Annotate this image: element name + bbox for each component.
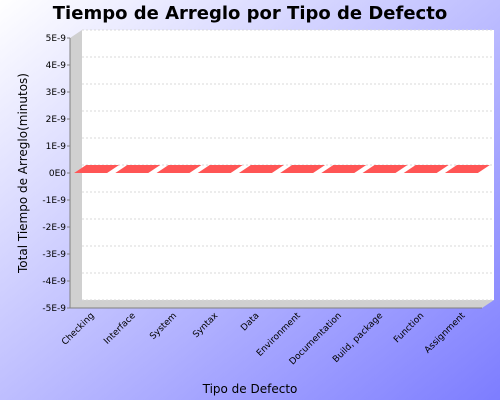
y-tick-label: 2E-9 <box>46 115 67 125</box>
bar-environment <box>280 165 326 173</box>
bar-build-package <box>362 165 408 173</box>
bar-assignment <box>444 165 490 173</box>
bar-system <box>156 165 202 173</box>
y-tick-label: -4E-9 <box>42 277 66 287</box>
bar-data <box>238 165 284 173</box>
y-tick-label: 1E-9 <box>46 142 67 152</box>
y-axis-label: Total Tiempo de Arreglo(minutos) <box>16 73 30 274</box>
bar-documentation <box>321 165 367 173</box>
y-tick-label: -5E-9 <box>42 304 66 314</box>
bar-interface <box>115 165 161 173</box>
plot-floor <box>70 300 494 308</box>
chart-title: Tiempo de Arreglo por Tipo de Defecto <box>53 3 447 24</box>
x-axis-label: Tipo de Defecto <box>202 382 298 396</box>
bar-checking <box>74 165 120 173</box>
y-tick-label: 5E-9 <box>46 34 67 44</box>
bar-function <box>403 165 449 173</box>
y-tick-label: -2E-9 <box>42 223 66 233</box>
bar-syntax <box>197 165 243 173</box>
y-tick-label: 3E-9 <box>46 88 67 98</box>
y-tick-label: -1E-9 <box>42 196 66 206</box>
y-tick-label: -3E-9 <box>42 250 66 260</box>
y-axis-ticks: 5E-9 4E-9 3E-9 2E-9 1E-9 0E0 -1E-9 -2E-9 -3E-9 -4… <box>42 34 70 314</box>
bars <box>74 165 490 173</box>
y-tick-label: 4E-9 <box>46 61 67 71</box>
plot-side-wall <box>70 30 82 308</box>
y-tick-label: 0E0 <box>49 169 66 179</box>
